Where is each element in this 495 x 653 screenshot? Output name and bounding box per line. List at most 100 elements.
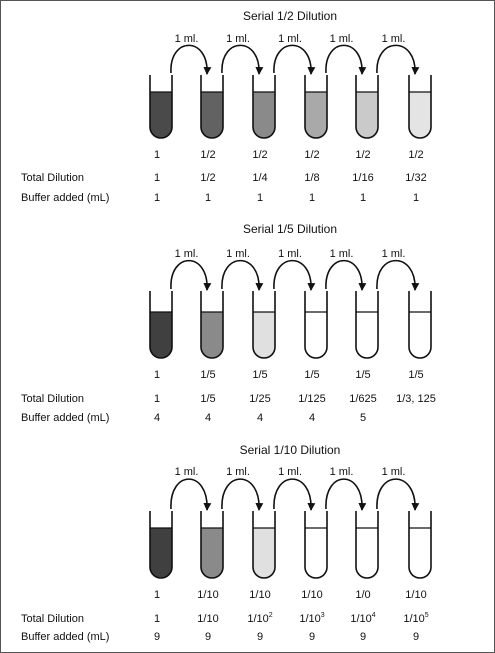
tube-outline [149,75,173,139]
dilution-exponent: 4 [372,612,376,619]
dilution-exponent: 2 [269,612,273,619]
test-tube [304,75,328,139]
tube-liquid [356,92,378,138]
buffer-added-value: 4 [257,412,263,424]
test-tube [304,511,328,579]
arrow-label: 1 ml. [226,33,250,45]
tube-liquid [409,528,431,578]
dilution-text: 1/625 [349,393,377,405]
total-dilution-value: 1/16 [352,172,373,184]
arrow-label: 1 ml. [175,466,199,478]
dilution-text: 1/10 [403,613,424,625]
buffer-added-label: Buffer added (mL) [21,192,109,204]
total-dilution-value: 1/25 [249,393,270,405]
total-dilution-value: 1 [154,613,160,625]
tube-label: 1/2 [408,149,423,161]
buffer-added-value: 4 [154,412,160,424]
arrow-label: 1 ml. [226,466,250,478]
dilution-section-3: Serial 1/10 Dilution 1 ml. 1 ml. 1 ml. 1 ml.… [21,443,432,643]
tube-liquid [305,92,327,138]
test-tube [200,75,224,139]
tube-outline [252,75,276,139]
dilution-text: 1/32 [405,172,426,184]
dilution-text: 1/125 [298,393,326,405]
total-dilution-label: Total Dilution [21,393,84,405]
buffer-added-value: 9 [205,631,211,643]
dilution-text: 1/25 [249,393,270,405]
total-dilution-value: 1/125 [298,393,326,405]
tube-outline [355,511,379,579]
tube-liquid [201,528,223,578]
total-dilution-value: 1/4 [252,172,267,184]
buffer-added-value: 1 [205,192,211,204]
tube-label: 1/2 [252,149,267,161]
tube-liquid [409,312,431,358]
total-dilution-value: 1/3, 125 [396,393,436,405]
tube-label: 1/10 [197,589,218,601]
buffer-added-value: 9 [413,631,419,643]
tube-liquid [356,528,378,578]
tube-label: 1/5 [252,369,267,381]
tube-outline [355,75,379,139]
dilution-text: 1/10 [299,613,320,625]
dilution-text: 1 [154,393,160,405]
buffer-added-value: 1 [309,192,315,204]
tube-label: 1/10 [405,589,426,601]
dilution-text: 1/10 [247,613,268,625]
arrow-label: 1 ml. [175,33,199,45]
tube-label: 1 [154,589,160,601]
transfer-arrow [376,44,420,75]
section-title: Serial 1/10 Dilution [240,443,341,457]
buffer-added-value: 1 [360,192,366,204]
tube-outline [252,291,276,359]
arrow-label: 1 ml. [278,33,302,45]
tube-label: 1 [154,149,160,161]
test-tube [149,75,173,139]
tube-liquid [150,92,172,138]
tube-label: 1 [154,369,160,381]
transfer-arrow [273,478,316,511]
transfer-arrow [376,260,420,291]
tube-label: 1/5 [304,369,319,381]
buffer-added-value: 9 [360,631,366,643]
dilution-text: 1/4 [252,172,267,184]
test-tube [252,75,276,139]
test-tube [200,511,224,579]
total-dilution-value: 1/104 [350,612,375,625]
tube-label: 1/10 [249,589,270,601]
buffer-added-value: 9 [154,631,160,643]
dilution-text: 1/10 [197,613,218,625]
total-dilution-value: 1/625 [349,393,377,405]
transfer-arrow [325,478,367,511]
tube-liquid [201,312,223,358]
total-dilution-value: 1/102 [247,612,272,625]
test-tube [252,511,276,579]
dilution-text: 1/10 [350,613,371,625]
tube-liquid [253,528,275,578]
tube-outline [408,291,432,359]
dilution-section-2: Serial 1/5 Dilution 1 ml. 1 ml. 1 ml. 1 ml. 1… [21,222,436,424]
total-dilution-label: Total Dilution [21,172,84,184]
buffer-added-label: Buffer added (mL) [21,631,109,643]
tube-outline [149,511,173,579]
arrow-label: 1 ml. [278,248,302,260]
tube-label: 1/0 [355,589,370,601]
total-dilution-value: 1/105 [403,612,428,625]
test-tube [149,511,173,579]
section-title: Serial 1/5 Dilution [243,222,337,236]
tube-outline [408,75,432,139]
arrow-label: 1 ml. [175,248,199,260]
total-dilution-value: 1/103 [299,612,324,625]
dilution-exponent: 5 [425,612,429,619]
test-tube [408,75,432,139]
arrow-label: 1 ml. [330,248,354,260]
test-tube [355,511,379,579]
buffer-added-value: 4 [205,412,211,424]
transfer-arrow [170,44,212,75]
tube-liquid [305,528,327,578]
buffer-added-value: 4 [309,412,315,424]
tube-label: 1/2 [304,149,319,161]
test-tube [149,291,173,359]
dilution-text: 1/2 [200,172,215,184]
